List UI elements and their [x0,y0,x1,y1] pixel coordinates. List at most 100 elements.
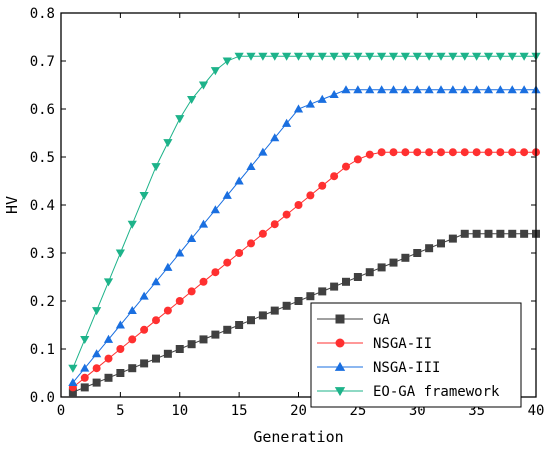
legend-marker [334,387,346,397]
series-line-nsga-ii [72,151,536,388]
data-point-ga [294,297,303,305]
data-point-nsga-ii [247,239,255,248]
y-tick-label: 0.0 [30,390,55,406]
data-point-eo-ga-framework [151,163,161,172]
data-point-nsga-ii [306,191,315,200]
data-point-nsga-iii [270,133,280,142]
data-point-eo-ga-framework [448,52,458,61]
data-point-eo-ga-framework [258,52,268,61]
data-point-ga [128,364,137,373]
data-point-eo-ga-framework [270,52,280,61]
data-point-eo-ga-framework [80,335,90,344]
data-point-ga [306,292,315,301]
data-point-eo-ga-framework [187,95,197,104]
data-point-eo-ga-framework [115,249,125,258]
y-tick-label: 0.8 [30,6,55,22]
data-point-nsga-ii [163,306,172,315]
data-point-eo-ga-framework [460,52,470,61]
data-point-nsga-ii [282,210,291,219]
data-point-nsga-ii [472,148,481,157]
data-point-eo-ga-framework [519,52,529,61]
data-point-eo-ga-framework [341,52,351,61]
data-point-nsga-iii [175,248,185,257]
data-point-eo-ga-framework [163,139,173,148]
data-point-nsga-iii [388,85,399,94]
y-tick-label: 0.7 [30,54,55,70]
data-point-ga [413,249,422,257]
data-point-nsga-ii [80,373,89,382]
data-point-nsga-iii [436,85,446,94]
data-point-eo-ga-framework [329,52,339,61]
data-point-nsga-iii [103,334,114,343]
y-tick-label: 0.5 [30,150,55,166]
y-axis-title: HV [3,196,21,214]
data-point-nsga-ii [413,148,422,157]
legend-item-nsga-ii: NSGA-II [317,336,432,352]
x-axis-title: Generation [253,428,343,446]
data-point-ga [330,282,339,291]
legend-item-nsga-iii: NSGA-III [317,360,440,376]
legend-label: NSGA-II [373,336,432,352]
x-tick-label: 0 [57,403,65,419]
data-point-nsga-ii [484,148,493,157]
data-point-eo-ga-framework [68,364,78,373]
data-point-ga [140,359,149,368]
data-point-eo-ga-framework [198,81,209,90]
data-point-nsga-ii [175,297,184,305]
data-point-nsga-ii [235,249,244,257]
y-tick-label: 0.2 [30,294,55,310]
data-point-ga [116,369,125,377]
data-point-ga [104,373,113,382]
data-point-nsga-ii [425,148,434,157]
y-tick-label: 0.1 [30,342,55,358]
data-point-nsga-iii [317,94,327,103]
data-point-nsga-ii [318,181,327,190]
data-point-nsga-ii [199,277,208,286]
data-point-nsga-ii [389,148,398,157]
data-point-nsga-iii [151,277,161,286]
legend: GA NSGA-II NSGA-III EO-GA framework [310,302,522,408]
data-point-nsga-iii [305,99,315,108]
data-point-eo-ga-framework [305,52,315,61]
series-line-ga [72,233,536,393]
data-point-nsga-iii [68,378,78,387]
data-point-nsga-iii [222,190,232,199]
data-point-nsga-iii [258,147,268,156]
legend-label: GA [373,312,390,328]
legend-marker [334,361,346,371]
data-point-ga [342,277,350,286]
data-point-nsga-iii [353,85,363,94]
data-point-eo-ga-framework [282,52,292,61]
data-point-eo-ga-framework [246,52,256,61]
legend-marker [335,338,345,348]
data-point-eo-ga-framework [92,307,102,316]
data-point-nsga-ii [353,155,362,164]
data-point-eo-ga-framework [388,52,399,61]
data-point-ga [223,325,232,334]
data-point-ga [163,349,172,358]
data-point-ga [270,306,279,315]
data-point-nsga-iii [495,85,505,94]
data-point-nsga-iii [80,363,90,372]
data-point-ga [520,229,529,238]
data-point-nsga-iii [519,85,529,94]
data-point-eo-ga-framework [210,67,220,76]
data-point-nsga-ii [187,287,196,296]
data-point-ga [282,301,291,310]
data-point-eo-ga-framework [472,52,482,61]
series-nsga-ii [68,148,540,392]
data-point-nsga-ii [401,148,410,157]
data-point-ga [353,273,362,281]
data-point-nsga-ii [460,148,469,157]
x-tick-label: 20 [290,403,307,419]
legend-box [310,302,522,408]
data-point-ga [496,229,505,238]
x-tick-label: 5 [116,403,124,419]
data-point-eo-ga-framework [175,115,185,124]
data-point-nsga-ii [258,229,267,238]
data-point-ga [187,340,196,349]
data-point-nsga-ii [437,148,445,157]
data-point-ga [437,239,445,248]
data-point-nsga-iii [365,85,375,94]
